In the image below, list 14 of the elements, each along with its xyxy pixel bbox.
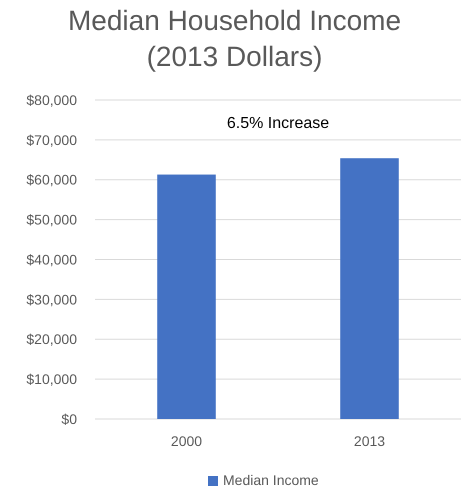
- y-tick-label: $40,000: [26, 251, 78, 268]
- legend-label: Median Income: [223, 472, 319, 488]
- y-tick-label: $20,000: [26, 331, 78, 348]
- y-tick-label: $30,000: [26, 291, 78, 308]
- x-tick-label: 2000: [170, 433, 202, 449]
- y-tick-label: $0: [61, 410, 78, 427]
- y-tick-label: $70,000: [26, 132, 78, 148]
- y-tick-label: $80,000: [26, 92, 78, 108]
- y-tick-label: $50,000: [26, 212, 78, 228]
- y-tick-label: $60,000: [26, 172, 78, 188]
- chart-title: Median Household Income (2013 Dollars): [68, 5, 402, 72]
- y-tick-label: $10,000: [26, 371, 78, 388]
- annotation: 6.5% Increase: [226, 115, 330, 132]
- x-tick-label: 2013: [354, 433, 386, 449]
